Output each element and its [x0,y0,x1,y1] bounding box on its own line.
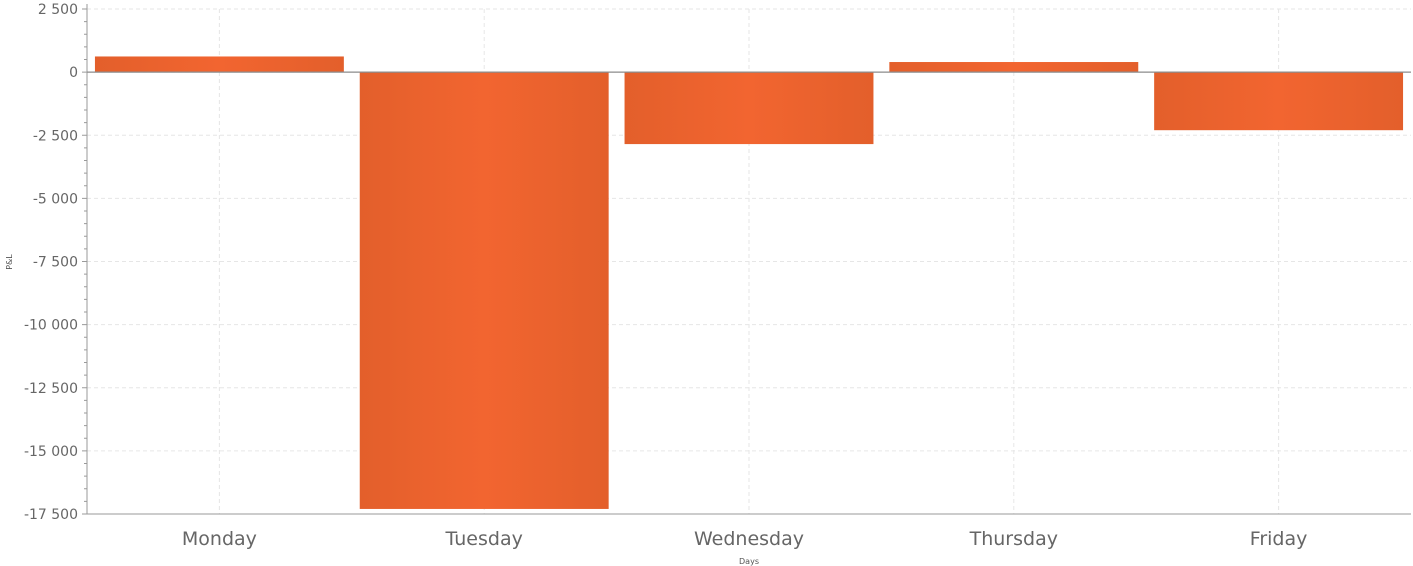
x-tick-label: Tuesday [445,528,523,550]
axes: 2 500 0 -2 500 -5 000 -7 500 -10 000 -12 500 -1… [24,2,1411,550]
x-tick-label: Thursday [969,528,1058,550]
x-tick-label: Wednesday [694,528,804,550]
y-tick-label: -17 500 [24,507,78,523]
bar-series [94,56,1404,509]
y-tick-label: -7 500 [33,255,78,271]
bar-thursday [889,62,1139,73]
y-tick-label: -15 000 [24,444,78,460]
y-tick-label: -10 000 [24,318,78,334]
y-tick-label: -12 500 [24,381,78,397]
y-tick-label: -2 500 [33,128,78,144]
bar-wednesday [624,72,874,145]
y-tick-label: 2 500 [38,2,78,18]
y-tick-label: -5 000 [33,191,78,207]
bar-friday [1154,72,1404,131]
bar-tuesday [359,72,609,509]
x-axis-title: Days [739,557,759,566]
x-tick-label: Monday [182,528,257,550]
y-tick-label: 0 [69,65,78,81]
bar-monday [94,56,344,73]
x-tick-label: Friday [1250,528,1308,550]
y-axis-title: P&L [5,254,14,270]
